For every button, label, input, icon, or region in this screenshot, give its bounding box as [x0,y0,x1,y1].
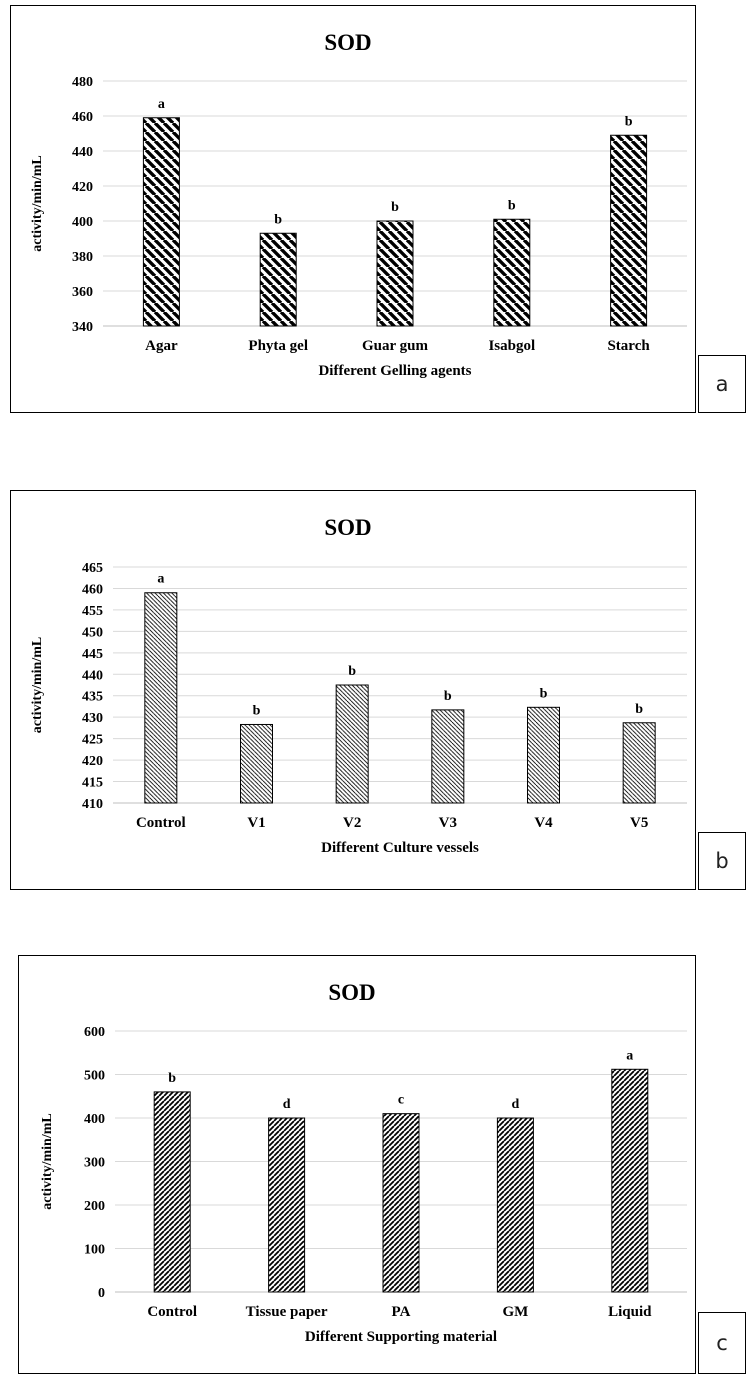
significance-letter: b [625,114,633,129]
significance-letter: b [540,686,548,701]
chart-title: SOD [324,30,371,55]
y-tick-label: 455 [82,604,103,619]
x-tick-label: Starch [607,338,650,354]
y-tick-label: 340 [72,320,93,335]
significance-letter: a [158,97,165,112]
x-axis-label: Different Culture vessels [321,840,479,856]
significance-letter: b [348,664,356,679]
chart-svg-a: SOD 340 360 380 400 420 440 460 480 activity/min/… [30,30,687,379]
x-tick-label: Control [147,1304,197,1320]
panel-label-c: c [698,1312,746,1374]
y-tick-label: 420 [72,180,93,195]
x-tick-label: Control [136,815,186,831]
bar-gm [496,1117,534,1293]
y-tick-label: 300 [84,1156,105,1171]
y-tick-label: 480 [72,75,93,90]
x-tick-label: Tissue paper [246,1304,328,1320]
chart-panel-c: SOD 0 100 200 300 400 500 600 activity/min/mL b Co… [18,955,696,1374]
y-tick-label: 460 [72,110,93,125]
panel-label-a: a [698,355,746,413]
bar-control [144,592,178,804]
x-tick-label: V3 [439,815,457,831]
significance-letter: d [283,1097,291,1112]
chart-svg-b: SOD 410 415 420 425 430 435 440 445 450 455 460 465 a… [30,515,687,856]
x-tick-label: Phyta gel [248,338,308,354]
y-tick-label: 380 [72,250,93,265]
chart-panel-b: SOD 410 415 420 425 430 435 440 445 450 455 460 465 a… [10,490,696,890]
y-tick-label: 600 [84,1025,105,1040]
x-tick-label: Guar gum [362,338,428,354]
significance-letter: a [626,1048,633,1063]
y-tick-label: 400 [84,1112,105,1127]
x-tick-label: V4 [534,815,553,831]
x-axis-label: Different Supporting material [305,1329,497,1345]
y-tick-label: 200 [84,1199,105,1214]
x-tick-label: Agar [145,338,178,354]
significance-letter: d [512,1097,520,1112]
y-axis-label: activity/min/mL [40,1113,55,1209]
significance-letter: b [635,702,643,717]
y-tick-label: 445 [82,647,103,662]
y-tick-label: 440 [82,668,103,683]
panel-label-b: b [698,832,746,890]
significance-letter: b [168,1071,176,1086]
x-tick-label: V1 [247,815,265,831]
y-axis-label: activity/min/mL [30,155,45,251]
bar-agar [142,117,180,327]
bar-control [153,1091,191,1293]
x-tick-label: Isabgol [488,338,535,354]
y-tick-label: 400 [72,215,93,230]
bar-guar-gum [376,220,414,327]
y-tick-label: 360 [72,285,93,300]
y-tick-label: 440 [72,145,93,160]
y-tick-label: 435 [82,690,103,705]
y-tick-label: 0 [98,1286,105,1301]
significance-letter: b [274,212,282,227]
x-tick-label: GM [502,1304,528,1320]
bar-v2 [335,684,369,804]
y-tick-label: 410 [82,797,103,812]
bar-isabgol [493,218,531,327]
bar-pa [382,1113,420,1293]
x-tick-label: V2 [343,815,361,831]
bar-v4 [527,706,560,804]
y-tick-label: 415 [82,776,103,791]
bar-v3 [431,709,465,804]
bar-liquid [611,1068,649,1293]
significance-letter: b [508,198,516,213]
significance-letter: b [444,689,452,704]
chart-title: SOD [328,980,375,1005]
bar-phyta-gel [259,232,297,327]
bar-tissue-paper [268,1117,306,1293]
chart-svg-c: SOD 0 100 200 300 400 500 600 activity/min/mL b Co… [40,980,687,1345]
x-tick-label: Liquid [608,1304,652,1320]
chart-title: SOD [324,515,371,540]
y-tick-label: 450 [82,625,103,640]
significance-letter: b [253,703,261,718]
y-tick-label: 460 [82,582,103,597]
x-axis-label: Different Gelling agents [318,363,471,379]
y-tick-label: 430 [82,711,103,726]
x-tick-label: PA [392,1304,411,1320]
y-tick-label: 425 [82,733,103,748]
y-axis-label: activity/min/mL [30,637,45,733]
bar-starch [610,134,648,327]
bar-v1 [240,723,273,804]
y-tick-label: 465 [82,561,103,576]
significance-letter: c [398,1093,404,1108]
significance-letter: b [391,200,399,215]
bar-v5 [622,722,656,804]
x-tick-label: V5 [630,815,648,831]
y-tick-label: 420 [82,754,103,769]
significance-letter: a [157,572,164,587]
y-tick-label: 500 [84,1069,105,1084]
chart-panel-a: SOD 340 360 380 400 420 440 460 480 activity/min/… [10,5,696,413]
y-tick-label: 100 [84,1243,105,1258]
